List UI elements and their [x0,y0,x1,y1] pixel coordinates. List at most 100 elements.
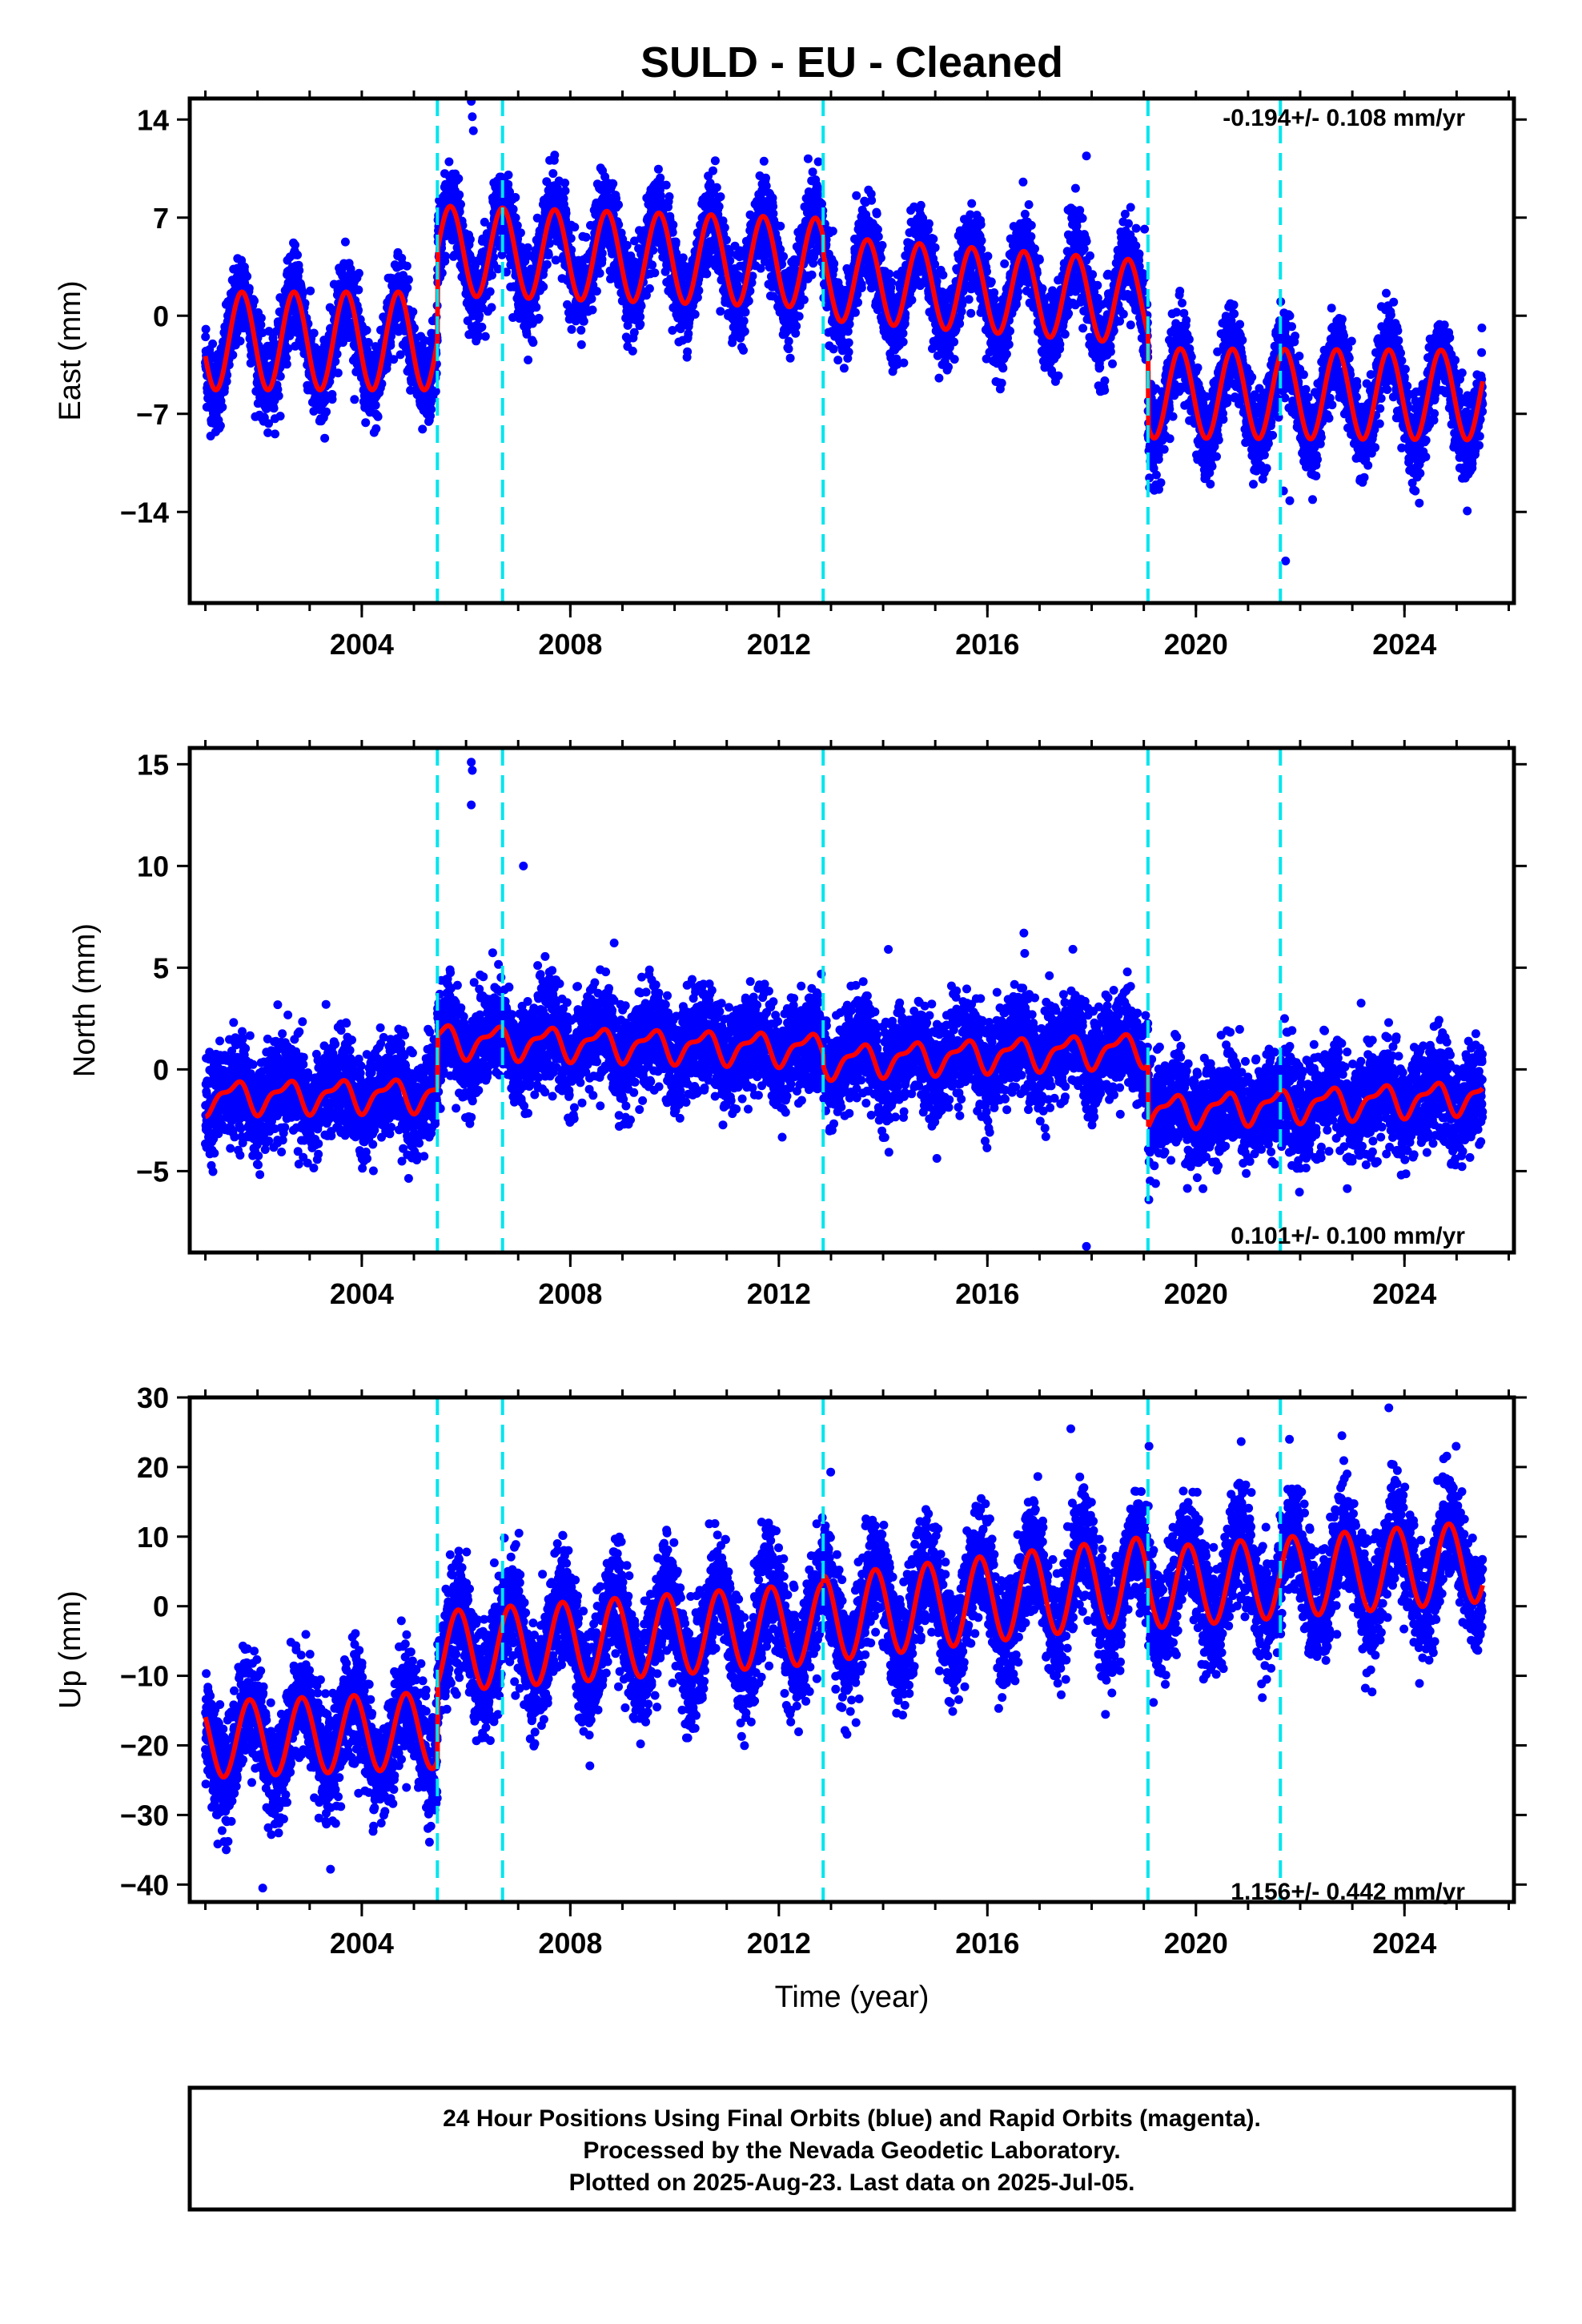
data-point [331,356,340,366]
data-point [761,173,770,183]
data-point [522,329,532,339]
data-point [661,180,671,190]
data-point [497,250,507,259]
data-point [426,411,435,420]
data-point [672,248,681,258]
data-point [520,256,530,266]
data-point [271,429,279,439]
data-point [671,237,681,247]
data-point [683,347,693,356]
data-point [512,221,522,231]
data-point [291,240,299,250]
data-point [477,322,487,332]
data-point [273,384,283,394]
data-point [636,312,645,321]
data-point [293,250,302,259]
data-point [844,348,853,357]
data-point [239,262,249,271]
data-point [756,263,765,273]
data-point [332,349,342,359]
data-point [581,232,591,242]
data-point [757,187,767,197]
data-point [595,268,604,278]
data-point [606,274,615,283]
data-point [794,312,804,321]
data-point [532,303,541,312]
data-point [628,346,637,356]
data-point [480,217,489,227]
data-point [622,240,632,250]
data-point [511,193,520,202]
data-point [427,404,436,414]
data-point [850,308,860,317]
data-point [709,166,717,175]
data-point [653,164,663,174]
data-point [588,305,597,315]
data-point [465,235,475,244]
data-point [668,227,677,237]
data-point [739,316,749,326]
data-point [282,353,291,363]
data-point [504,171,513,179]
data-point [829,344,838,354]
data-point [803,154,813,163]
data-point [338,338,347,348]
data-point [716,192,725,202]
data-point [576,340,586,349]
data-point [720,223,729,232]
data-point [201,324,211,334]
data-point [218,402,227,412]
data-point [485,287,495,296]
scatter-points [201,99,1488,565]
data-point [275,372,285,381]
data-point [340,237,350,247]
data-point [454,174,464,183]
data-point [630,236,639,246]
data-point [873,232,883,241]
figure-title: SULD - EU - Cleaned [640,38,1063,86]
data-point [690,310,700,319]
data-point [404,275,413,284]
data-point [725,256,735,266]
data-point [382,360,391,369]
data-point [534,313,544,323]
data-point [648,260,657,270]
data-point [829,259,839,268]
data-point [544,250,553,259]
data-point [567,324,576,334]
data-point [322,407,331,416]
data-point [867,195,877,205]
data-point [309,328,319,338]
data-point [201,332,211,342]
data-point [857,283,866,292]
data-point [373,412,383,421]
data-point [845,320,854,329]
data-point [650,268,660,278]
data-point [402,261,412,271]
data-point [480,332,490,341]
data-point [264,419,273,428]
data-point [354,268,363,278]
data-point [739,345,748,355]
data-point [799,295,809,304]
data-point [623,320,632,330]
data-point [440,251,450,261]
data-point [614,200,623,210]
data-point [431,387,440,396]
data-point [275,412,285,421]
data-point [350,395,359,404]
data-point [669,220,678,230]
data-point [712,183,721,192]
data-point [718,216,728,226]
data-point [263,428,273,437]
data-point [608,179,618,188]
data-point [644,283,654,293]
data-point [548,169,558,179]
data-point [362,325,371,335]
data-point [511,213,520,223]
data-point [389,355,399,364]
data-point [532,213,542,223]
data-point [694,286,704,296]
data-point [327,395,337,404]
